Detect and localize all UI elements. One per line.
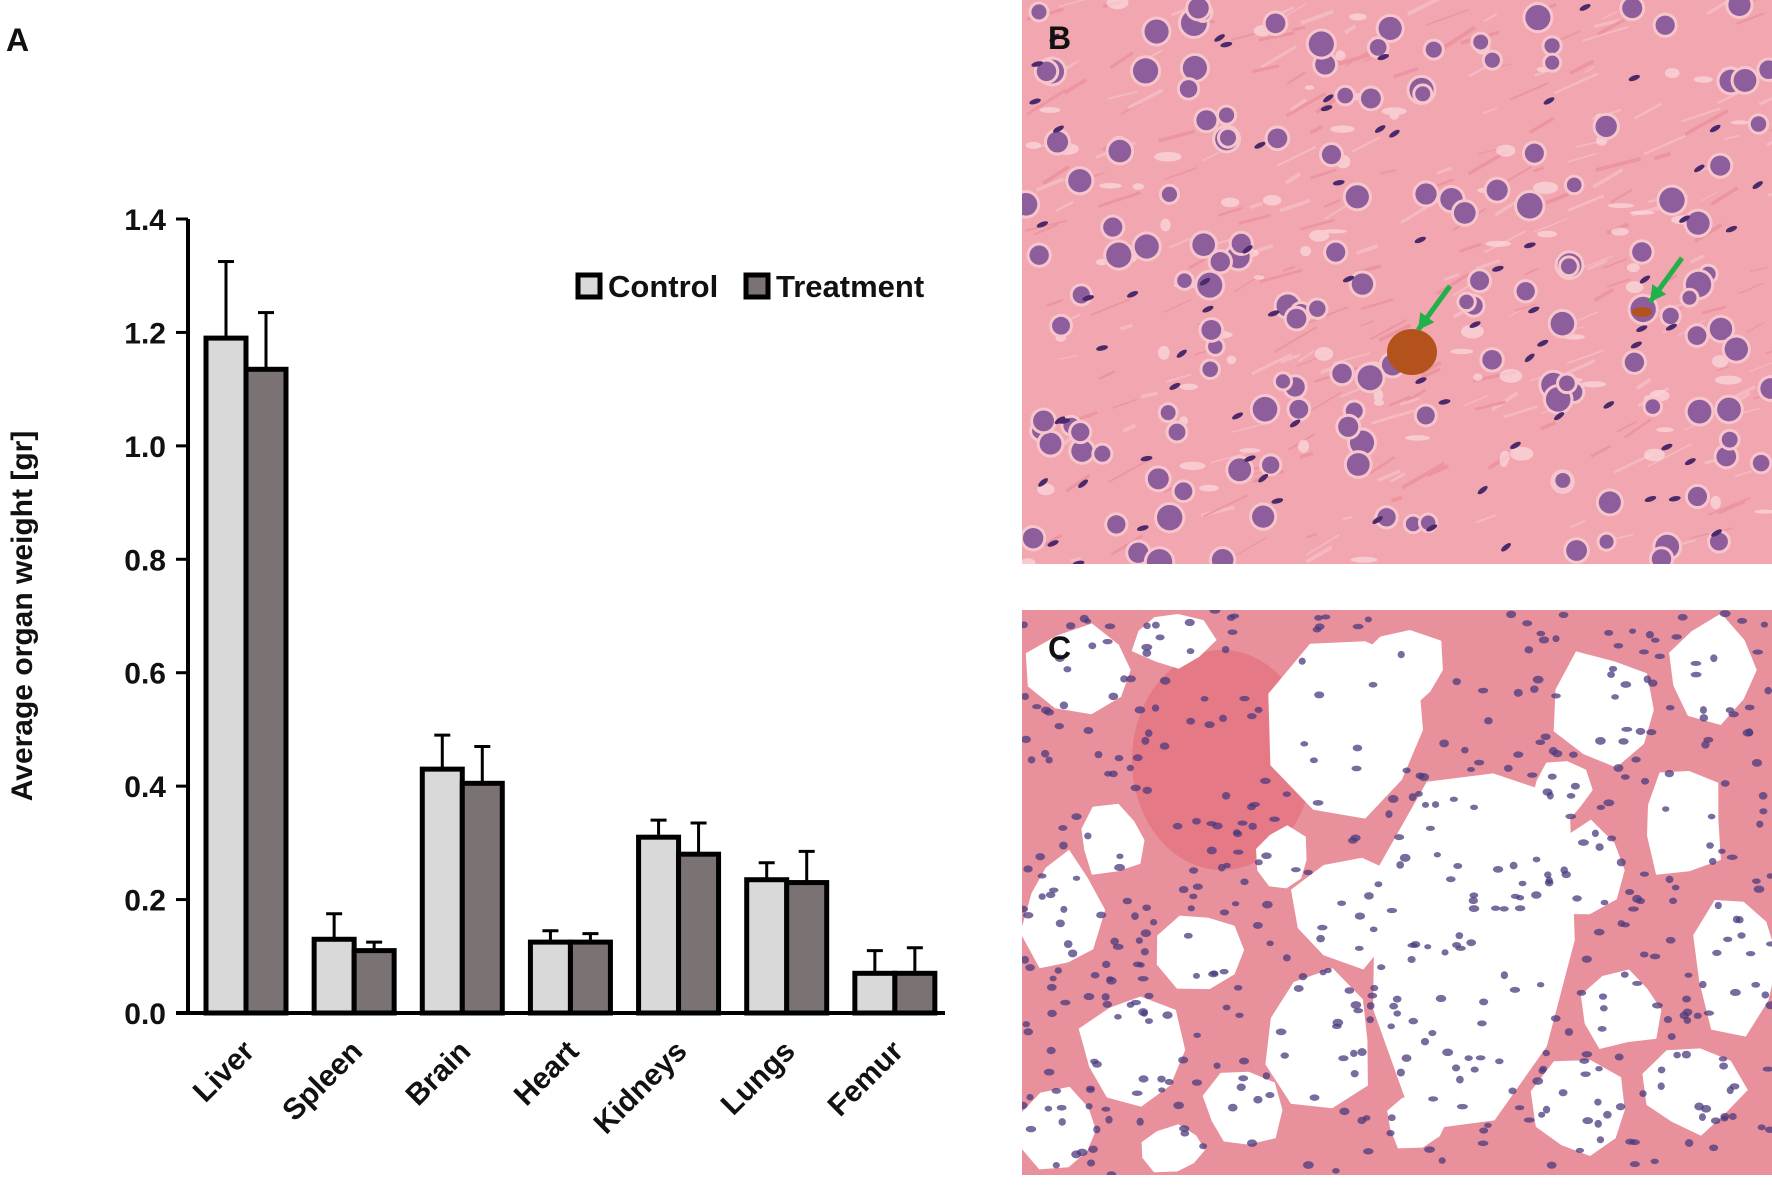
liver-texture bbox=[1024, 0, 1772, 564]
lung-micrograph: C bbox=[1022, 610, 1772, 1175]
arrow-icon-2 bbox=[1647, 256, 1685, 304]
lung-nuclei bbox=[1022, 610, 1772, 1175]
panel-label-c: C bbox=[1048, 630, 1072, 666]
bar-control-brain bbox=[419, 766, 465, 1016]
x-tick-label-liver: Liver bbox=[187, 1034, 261, 1108]
panel-label-b: B bbox=[1048, 20, 1072, 56]
bar-treatment-liver bbox=[243, 366, 289, 1016]
x-tick-label-brain: Brain bbox=[400, 1035, 478, 1113]
liver-background bbox=[1022, 0, 1772, 564]
y-tick-label-6: 1.2 bbox=[124, 317, 166, 350]
x-tick-label-lungs: Lungs bbox=[715, 1035, 802, 1122]
legend-label-treatment: Treatment bbox=[776, 269, 924, 304]
legend-swatch-treatment bbox=[743, 272, 771, 300]
y-tick-label-4: 0.8 bbox=[124, 544, 166, 577]
lung-dense-tissue bbox=[1132, 650, 1312, 870]
y-axis-label: Average organ weight [gr] bbox=[6, 431, 39, 802]
x-tick-label-spleen: Spleen bbox=[276, 1035, 369, 1128]
bar-treatment-lungs bbox=[784, 880, 830, 1016]
y-tick-label-3: 0.6 bbox=[124, 658, 166, 691]
bar-chart: 0.0 0.2 0.4 0.6 0.8 1.0 1.2 1.4 Average organ we… bbox=[6, 204, 945, 1141]
y-tick-label-5: 1.0 bbox=[124, 431, 166, 464]
bar-control-lungs bbox=[744, 877, 790, 1016]
bar-treatment-spleen bbox=[351, 948, 397, 1016]
liver-micrograph: B bbox=[1022, 0, 1772, 564]
pigment-deposit-large bbox=[1387, 329, 1437, 375]
y-tick-label-7: 1.4 bbox=[124, 204, 166, 237]
legend-label-control: Control bbox=[608, 269, 718, 304]
x-tick-label-kidneys: Kidneys bbox=[588, 1035, 694, 1141]
bar-treatment-brain bbox=[459, 780, 505, 1016]
panel-label-a: A bbox=[6, 22, 30, 58]
y-tick-label-0: 0.0 bbox=[124, 998, 166, 1031]
bar-treatment-femur bbox=[892, 970, 938, 1016]
liver-nuclei bbox=[1022, 0, 1772, 564]
y-tick-label-2: 0.4 bbox=[124, 771, 166, 804]
bar-control-heart bbox=[527, 939, 573, 1016]
bar-control-femur bbox=[852, 970, 898, 1016]
legend-swatch-control bbox=[575, 272, 603, 300]
arrow-icon-1 bbox=[1415, 284, 1453, 332]
bar-control-spleen bbox=[311, 936, 357, 1016]
x-tick-label-heart: Heart bbox=[508, 1035, 586, 1113]
x-tick-label-femur: Femur bbox=[822, 1034, 910, 1122]
y-tick-label-1: 0.2 bbox=[124, 885, 166, 918]
bar-control-kidneys bbox=[636, 834, 682, 1016]
pigment-deposit-small bbox=[1632, 307, 1652, 317]
bar-treatment-kidneys bbox=[676, 851, 722, 1016]
bar-treatment-heart bbox=[567, 939, 613, 1016]
bar-control-liver bbox=[203, 335, 249, 1016]
